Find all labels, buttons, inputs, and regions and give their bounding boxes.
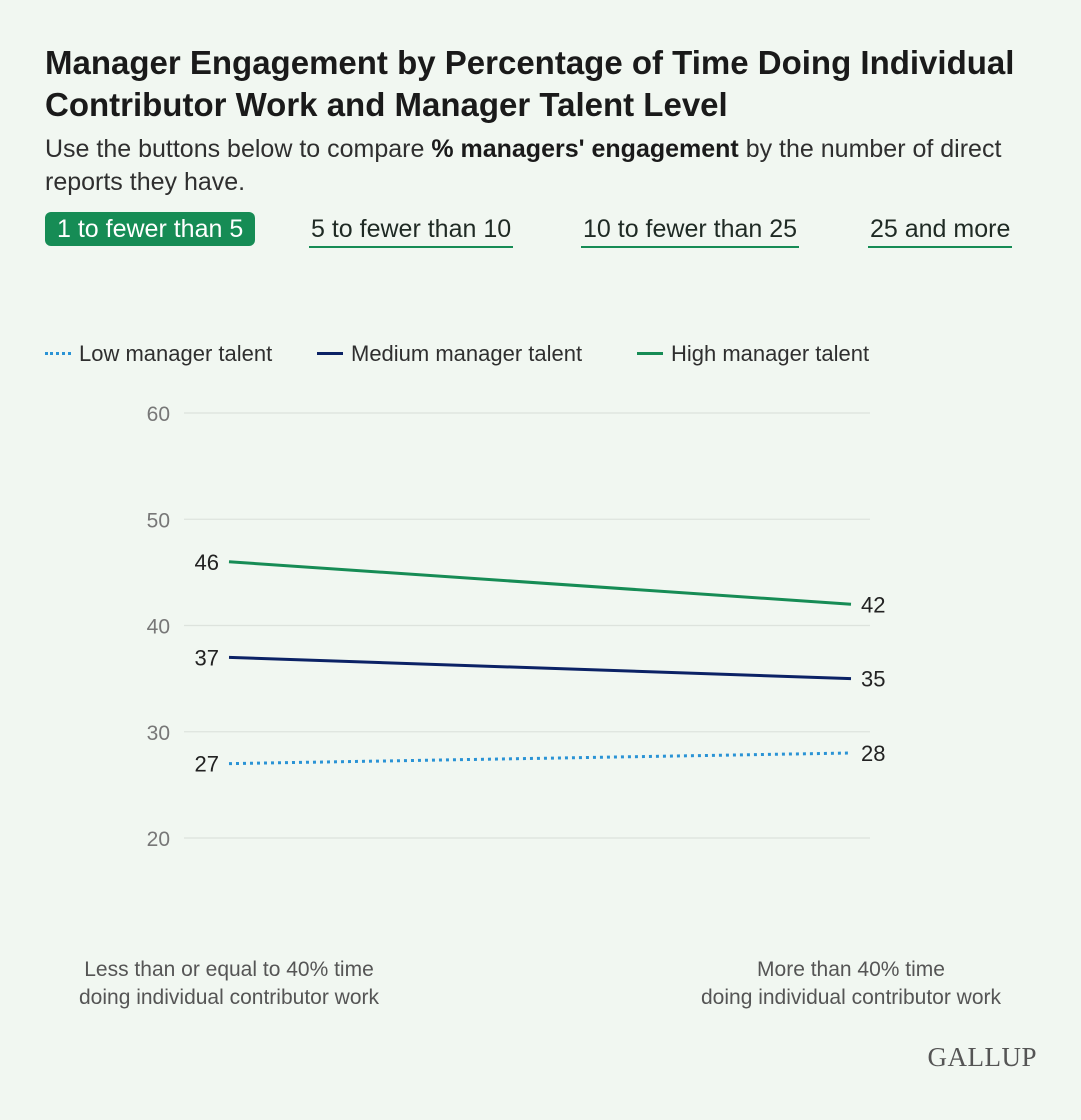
subtitle-emphasis: % managers' engagement — [431, 135, 739, 163]
data-label-high-right: 42 — [861, 592, 885, 617]
x-label-right-line-2: doing individual contributor work — [701, 986, 1001, 1009]
x-axis-label-right: More than 40% time doing individual cont… — [641, 956, 1061, 1012]
tab-10-to-fewer-than-25[interactable]: 10 to fewer than 25 — [581, 212, 800, 248]
tab-5-to-fewer-than-10[interactable]: 5 to fewer than 10 — [309, 212, 514, 248]
legend-label-high: High manager talent — [671, 341, 870, 366]
tab-25-and-more[interactable]: 25 and more — [868, 212, 1013, 248]
x-label-right-line-1: More than 40% time — [757, 958, 945, 981]
direct-reports-tabs: 1 to fewer than 5 5 to fewer than 10 10 … — [45, 212, 1045, 252]
x-label-left-line-2: doing individual contributor work — [79, 986, 379, 1009]
chart-subtitle: Use the buttons below to compare % manag… — [45, 133, 1045, 199]
gallup-logo: GALLUP — [927, 1042, 1037, 1072]
legend-swatch-high — [637, 351, 663, 355]
legend-item-medium: Medium manager talent — [317, 338, 582, 370]
series-line-medium — [228, 655, 852, 681]
y-tick-label: 30 — [147, 722, 170, 745]
subtitle-text-end: by the number of direct reports they hav… — [45, 135, 1002, 196]
subtitle-text-start: Use the buttons below to compare — [45, 135, 432, 163]
series-line-low — [228, 751, 852, 766]
legend-label-medium: Medium manager talent — [351, 341, 583, 366]
legend-swatch-medium — [317, 351, 343, 355]
chart-title: Manager Engagement by Percentage of Time… — [45, 44, 1015, 123]
data-label-high-left: 46 — [195, 550, 219, 575]
tab-1-to-fewer-than-5[interactable]: 1 to fewer than 5 — [45, 212, 256, 246]
y-tick-label: 20 — [147, 828, 170, 851]
chart-legend: Low manager talent Medium manager talent… — [45, 338, 1045, 370]
legend-item-low: Low manager talent — [45, 338, 272, 370]
series-line-high — [228, 560, 852, 606]
y-tick-label: 50 — [147, 509, 170, 532]
line-chart: 20 30 40 50 60 27 28 37 35 46 42 — [147, 403, 886, 851]
legend-label-low: Low manager talent — [79, 341, 273, 366]
data-label-medium-right: 35 — [861, 667, 885, 692]
data-label-medium-left: 37 — [195, 645, 219, 670]
y-tick-label: 40 — [147, 616, 170, 639]
legend-item-high: High manager talent — [637, 338, 869, 370]
x-label-left-line-1: Less than or equal to 40% time — [84, 958, 374, 981]
legend-swatch-low — [45, 351, 71, 355]
y-tick-label: 60 — [147, 403, 170, 426]
data-label-low-left: 27 — [195, 752, 219, 777]
x-axis-label-left: Less than or equal to 40% time doing ind… — [19, 956, 439, 1012]
data-label-low-right: 28 — [861, 741, 885, 766]
